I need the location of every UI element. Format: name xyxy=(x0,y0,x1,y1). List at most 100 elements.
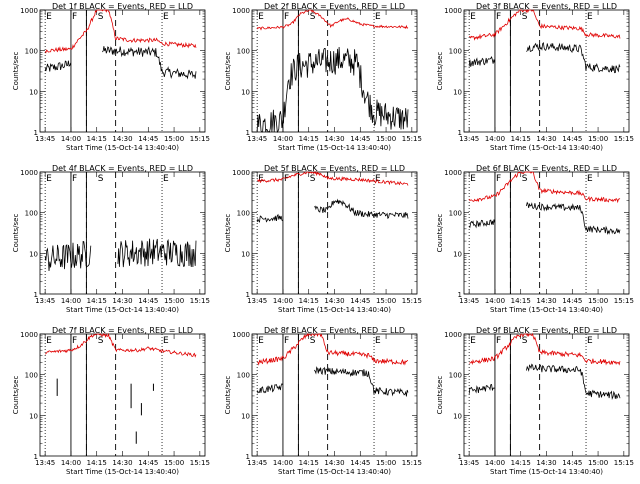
x-tick-label: 15:15 xyxy=(190,297,210,305)
x-axis-label: Start Time (15-Oct-14 13:40:40) xyxy=(66,144,179,152)
y-tick-label: 100 xyxy=(25,372,38,380)
x-tick-label: 15:00 xyxy=(164,297,184,305)
x-axis-label: Start Time (15-Oct-14 13:40:40) xyxy=(490,144,603,152)
y-tick-label: 100 xyxy=(25,48,38,56)
y-tick-label: 100 xyxy=(237,210,250,218)
event-marker-label: S xyxy=(522,174,528,184)
event-marker-label: F xyxy=(72,12,77,22)
x-tick-label: 13:45 xyxy=(247,297,267,305)
chart-panel-7: Det 7f BLACK = Events, RED = LLD 1 10 100 10… xyxy=(12,326,210,476)
y-tick-label: 1000 xyxy=(20,7,38,15)
event-marker-label: E xyxy=(163,174,169,184)
y-tick-label: 1 xyxy=(458,129,462,137)
chart-title: Det 3f BLACK = Events, RED = LLD xyxy=(476,2,617,11)
x-tick-label: 14:15 xyxy=(511,459,531,467)
chart-title: Det 5f BLACK = Events, RED = LLD xyxy=(264,164,405,173)
x-tick-label: 15:15 xyxy=(402,297,422,305)
x-tick-label: 14:45 xyxy=(350,297,370,305)
x-axis-label: Start Time (15-Oct-14 13:40:40) xyxy=(490,306,603,314)
plot-frame xyxy=(463,171,630,295)
y-tick-label: 1000 xyxy=(444,331,462,339)
y-tick-label: 100 xyxy=(237,48,250,56)
y-tick-label: 1 xyxy=(458,453,462,461)
x-tick-label: 14:00 xyxy=(61,135,81,143)
event-marker-label: E xyxy=(163,336,169,346)
plot-frame xyxy=(39,171,206,295)
event-marker-label: F xyxy=(496,12,501,22)
chart-title: Det 2f BLACK = Events, RED = LLD xyxy=(264,2,405,11)
x-axis-label: Start Time (15-Oct-14 13:40:40) xyxy=(278,468,391,476)
event-marker-label: F xyxy=(496,174,501,184)
event-marker-label: E xyxy=(587,12,593,22)
y-tick-label: 10 xyxy=(241,250,250,258)
x-tick-label: 14:00 xyxy=(273,297,293,305)
x-tick-label: 15:15 xyxy=(402,459,422,467)
y-tick-label: 1000 xyxy=(232,7,250,15)
x-tick-label: 14:30 xyxy=(536,297,556,305)
chart-panel-6: Det 6f BLACK = Events, RED = LLD 1 10 100 10… xyxy=(436,164,634,314)
x-tick-label: 14:15 xyxy=(87,459,107,467)
x-tick-label: 14:45 xyxy=(138,297,158,305)
y-tick-label: 1000 xyxy=(232,169,250,177)
x-tick-label: 15:00 xyxy=(588,459,608,467)
y-tick-label: 10 xyxy=(29,88,38,96)
x-tick-label: 15:15 xyxy=(614,459,634,467)
y-tick-label: 10 xyxy=(241,412,250,420)
x-tick-label: 14:30 xyxy=(112,135,132,143)
x-tick-label: 13:45 xyxy=(459,135,479,143)
y-tick-label: 1 xyxy=(246,453,250,461)
y-tick-label: 1 xyxy=(246,129,250,137)
event-marker-label: E xyxy=(46,336,52,346)
x-tick-label: 14:15 xyxy=(299,459,319,467)
x-tick-label: 14:15 xyxy=(87,135,107,143)
chart-title: Det 7f BLACK = Events, RED = LLD xyxy=(52,326,193,335)
x-tick-label: 14:30 xyxy=(324,459,344,467)
y-tick-label: 1 xyxy=(34,129,38,137)
y-axis-label: Counts/sec xyxy=(436,52,444,91)
y-tick-label: 1000 xyxy=(20,331,38,339)
plot-frame xyxy=(463,9,630,133)
series-line-lld xyxy=(256,9,409,31)
x-tick-label: 15:00 xyxy=(376,135,396,143)
x-tick-label: 14:45 xyxy=(350,135,370,143)
y-tick-label: 100 xyxy=(449,48,462,56)
y-tick-label: 1000 xyxy=(444,169,462,177)
x-tick-label: 14:30 xyxy=(112,297,132,305)
chart-panel-5: Det 5f BLACK = Events, RED = LLD 1 10 100 10… xyxy=(224,164,422,314)
y-axis-label: Counts/sec xyxy=(12,214,20,253)
x-tick-label: 14:45 xyxy=(138,459,158,467)
event-marker-label: F xyxy=(284,336,289,346)
chart-panel-9: Det 9f BLACK = Events, RED = LLD 1 10 100 10… xyxy=(436,326,634,476)
event-marker-label: E xyxy=(46,174,52,184)
series-line-events xyxy=(468,363,621,400)
chart-panel-1: Det 1f BLACK = Events, RED = LLD 1 10 100 10… xyxy=(12,2,210,152)
y-axis-label: Counts/sec xyxy=(436,214,444,253)
x-tick-label: 13:45 xyxy=(35,297,55,305)
x-tick-label: 15:15 xyxy=(614,297,634,305)
y-tick-label: 1000 xyxy=(444,7,462,15)
chart-title: Det 4f BLACK = Events, RED = LLD xyxy=(52,164,193,173)
series-line-lld xyxy=(468,171,621,204)
x-tick-label: 13:45 xyxy=(35,135,55,143)
x-axis-label: Start Time (15-Oct-14 13:40:40) xyxy=(278,144,391,152)
event-marker-label: E xyxy=(258,12,264,22)
x-tick-label: 15:15 xyxy=(190,135,210,143)
series-line-lld xyxy=(469,332,621,366)
event-marker-label: F xyxy=(284,174,289,184)
chart-panel-2: Det 2f BLACK = Events, RED = LLD 1 10 100 10… xyxy=(224,2,422,152)
event-marker-label: E xyxy=(587,174,593,184)
x-tick-label: 15:00 xyxy=(376,297,396,305)
event-marker-label: S xyxy=(522,336,528,346)
y-tick-label: 1000 xyxy=(20,169,38,177)
x-tick-label: 15:00 xyxy=(588,135,608,143)
x-tick-label: 14:30 xyxy=(536,135,556,143)
chart-title: Det 9f BLACK = Events, RED = LLD xyxy=(476,326,617,335)
x-tick-label: 13:45 xyxy=(247,459,267,467)
y-tick-label: 10 xyxy=(241,88,250,96)
event-marker-label: E xyxy=(258,336,264,346)
y-tick-label: 1 xyxy=(246,291,250,299)
y-tick-label: 10 xyxy=(453,88,462,96)
y-tick-label: 100 xyxy=(237,372,250,380)
x-axis-label: Start Time (15-Oct-14 13:40:40) xyxy=(66,306,179,314)
y-axis-label: Counts/sec xyxy=(12,376,20,415)
